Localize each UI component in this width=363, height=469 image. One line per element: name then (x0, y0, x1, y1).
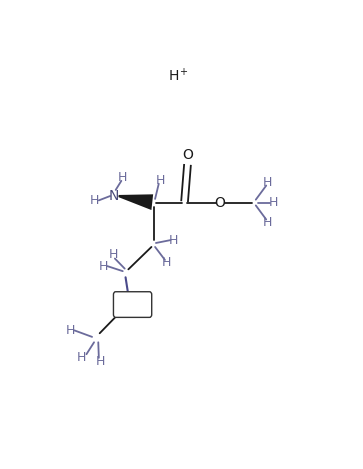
Text: H: H (65, 324, 75, 337)
Text: O: O (182, 148, 193, 161)
Text: H: H (263, 176, 272, 189)
Text: H: H (168, 69, 179, 83)
Text: Aos: Aos (121, 298, 144, 311)
Text: H: H (118, 171, 127, 184)
Text: H: H (77, 351, 86, 364)
Text: H: H (109, 249, 118, 261)
Text: H: H (169, 234, 178, 247)
Text: H: H (95, 355, 105, 368)
Text: H: H (263, 216, 272, 229)
Text: H: H (90, 194, 99, 207)
Text: N: N (109, 189, 119, 203)
Polygon shape (118, 194, 153, 210)
Text: H: H (269, 196, 278, 209)
Text: H: H (98, 260, 108, 273)
Text: +: + (179, 67, 187, 77)
Text: O: O (215, 196, 225, 210)
Text: H: H (162, 257, 171, 269)
FancyBboxPatch shape (114, 292, 152, 318)
Text: H: H (155, 174, 165, 188)
